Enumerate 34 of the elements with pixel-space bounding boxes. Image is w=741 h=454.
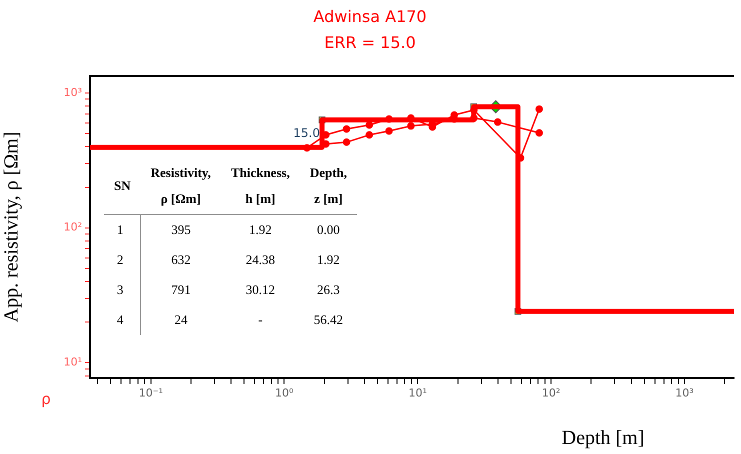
annotation: 2: [116, 251, 124, 269]
text: ρ: [41, 390, 51, 408]
annotation: 4: [116, 311, 124, 329]
annotation: 1.92: [248, 221, 273, 239]
annotation: 395: [140, 214, 221, 245]
annotation: Resistivity, ρ [Ωm]: [140, 158, 221, 214]
annotation: 26.3: [316, 281, 341, 299]
annotation: 1.92: [316, 251, 341, 269]
annotation: 3: [116, 281, 124, 299]
x-tick-label: 10⁰: [275, 386, 294, 400]
annotation: 1: [116, 221, 124, 239]
y-tick-label: 10²: [64, 220, 82, 234]
x-tick-label: 10¹: [408, 386, 427, 400]
annotation: -: [257, 311, 264, 329]
x-tick-label: 10³: [675, 386, 694, 400]
annotation: 632: [140, 245, 221, 275]
y-tick-label: 10³: [64, 86, 82, 99]
annotation: 15.0: [293, 126, 320, 140]
annotation: SN: [104, 158, 141, 214]
annotation: 791: [140, 275, 221, 305]
y-axis-title: App. resistivity, ρ [Ωm]: [0, 132, 22, 322]
annotation: Thickness, h [m]: [220, 158, 300, 214]
chart-subtitle: ERR = 15.0: [324, 33, 416, 52]
annotation: Depth, z [m]: [300, 158, 358, 214]
x-axis-title: Depth [m]: [562, 427, 644, 449]
x-tick-label: 10⁻¹: [138, 386, 163, 400]
chart-title: Adwinsa A170: [313, 7, 427, 26]
annotation: 24: [140, 305, 221, 335]
y-tick-label: 10¹: [64, 356, 82, 369]
annotation: 30.12: [244, 281, 276, 299]
annotation: 0.00: [316, 221, 341, 239]
annotation: 24.38: [244, 251, 276, 269]
annotation: 56.42: [312, 311, 344, 329]
x-tick-label: 10²: [542, 386, 560, 400]
